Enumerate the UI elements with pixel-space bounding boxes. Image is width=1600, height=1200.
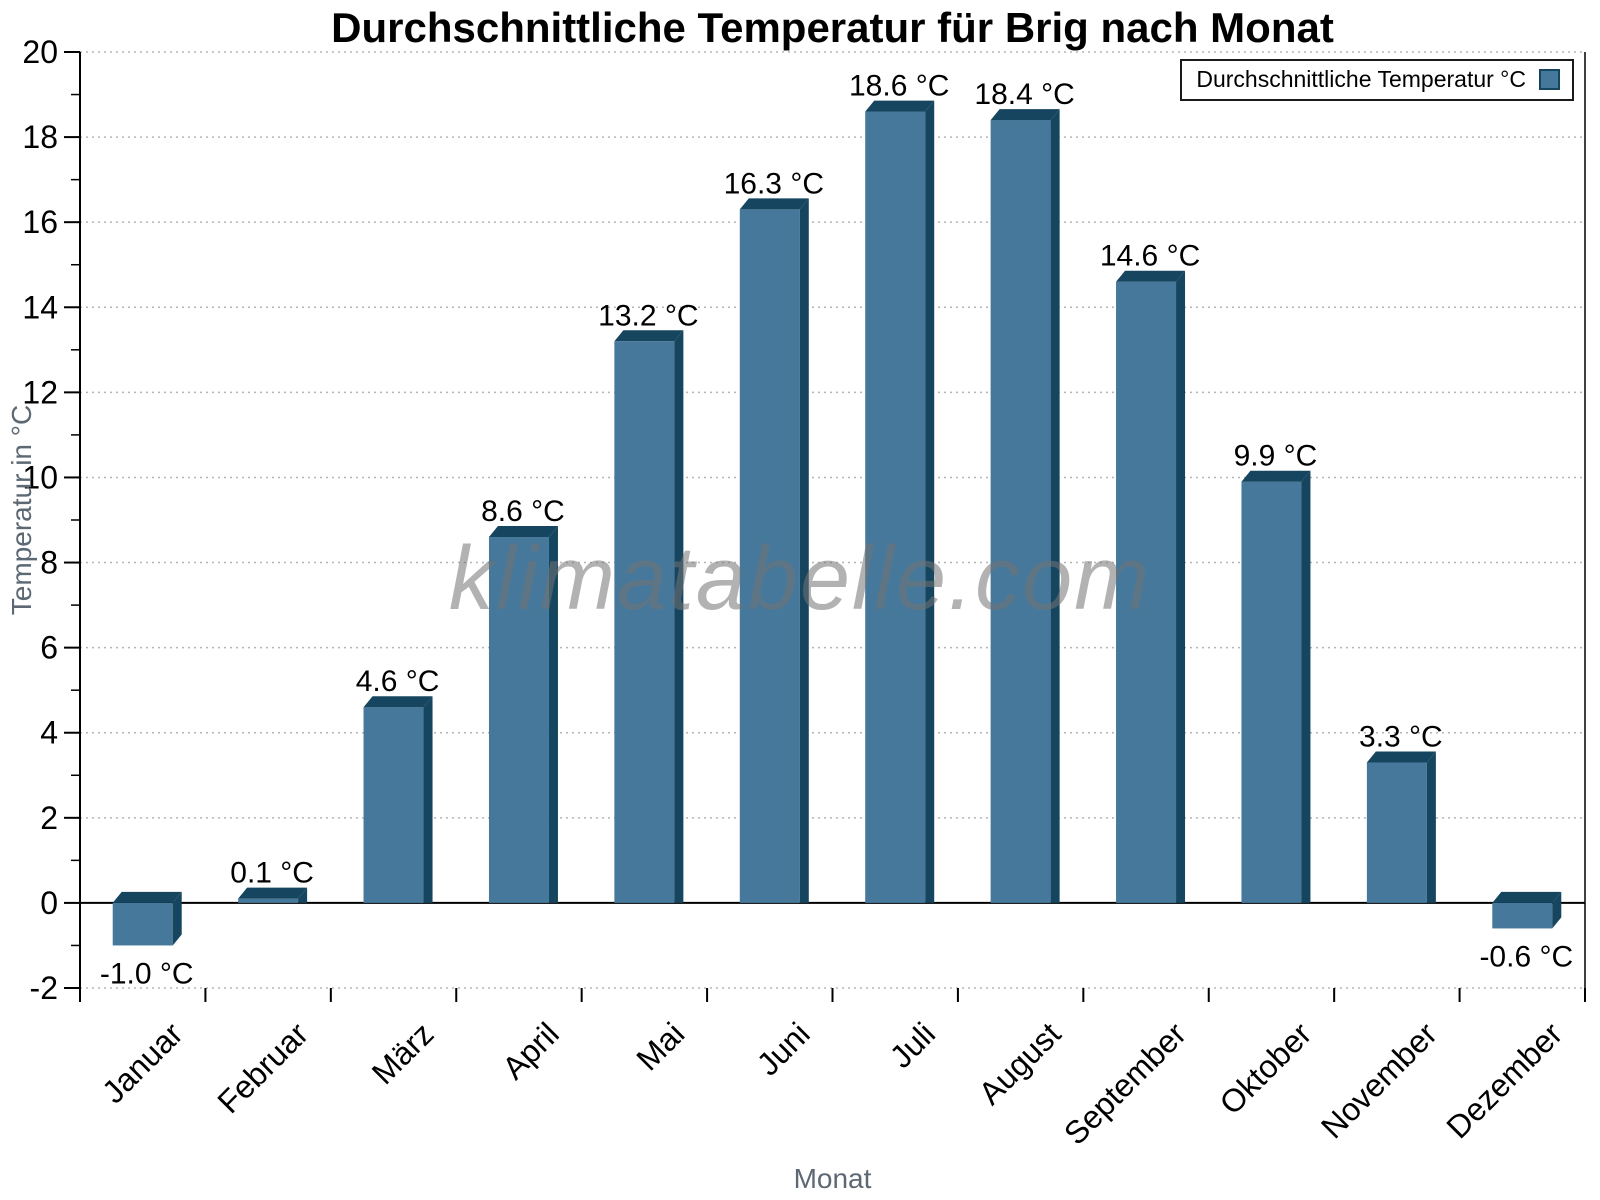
x-tick-label-juli: Juli bbox=[883, 1015, 942, 1074]
bars bbox=[112, 100, 1562, 946]
value-label-august: 18.4 °C bbox=[974, 78, 1074, 111]
y-tick-label: 12 bbox=[22, 374, 58, 410]
bar-top bbox=[1241, 470, 1311, 482]
bar-märz bbox=[363, 696, 433, 903]
value-label-märz: 4.6 °C bbox=[356, 665, 440, 698]
x-tick-label-september: September bbox=[1057, 1015, 1193, 1151]
x-tick-label-april: April bbox=[495, 1015, 566, 1086]
x-tick-label-märz: März bbox=[365, 1015, 441, 1091]
bar-januar bbox=[112, 891, 182, 946]
bar-side bbox=[298, 887, 308, 903]
value-label-november: 3.3 °C bbox=[1359, 721, 1443, 754]
y-tick-label: 14 bbox=[22, 289, 58, 325]
y-tick-label: 10 bbox=[22, 459, 58, 495]
gridlines bbox=[80, 51, 1585, 989]
bar-april bbox=[488, 526, 558, 903]
bar-top bbox=[990, 109, 1060, 121]
value-label-april: 8.6 °C bbox=[481, 495, 565, 528]
bar-side bbox=[799, 198, 809, 903]
bar-front bbox=[865, 111, 926, 903]
value-label-mai: 13.2 °C bbox=[598, 299, 698, 332]
y-tick-label: 0 bbox=[40, 885, 58, 921]
bar-februar bbox=[238, 887, 308, 903]
y-tick-label: 4 bbox=[40, 715, 58, 751]
bar-top bbox=[1366, 751, 1436, 763]
x-tick-label-oktober: Oktober bbox=[1212, 1015, 1318, 1121]
y-tick-label: -2 bbox=[30, 970, 58, 1006]
axes bbox=[79, 52, 1586, 1002]
bar-top bbox=[739, 198, 809, 210]
bar-top bbox=[614, 330, 684, 342]
value-label-februar: 0.1 °C bbox=[230, 857, 314, 890]
bar-front bbox=[363, 707, 424, 903]
bar-front bbox=[1492, 902, 1553, 929]
bar-top bbox=[238, 887, 308, 899]
bar-mai bbox=[614, 330, 684, 903]
bar-september bbox=[1116, 270, 1186, 903]
y-tick-label: 8 bbox=[40, 545, 58, 581]
bar-side bbox=[423, 696, 433, 903]
legend: Durchschnittliche Temperatur °C bbox=[1180, 59, 1574, 101]
bar-side bbox=[1552, 891, 1562, 929]
bar-side bbox=[172, 891, 182, 946]
x-tick-labels: Januar Februar März April Mai Juni Juli AugustS… bbox=[95, 1015, 1569, 1151]
bar-top bbox=[865, 100, 935, 112]
x-tick-label-august: August bbox=[972, 1015, 1068, 1111]
x-tick-label-november: November bbox=[1314, 1015, 1444, 1145]
y-ticks: -2 0 2 4 6 8 10 12 14 16 18 20 bbox=[22, 34, 80, 1006]
bar-oktober bbox=[1241, 470, 1311, 903]
bar-august bbox=[990, 109, 1060, 903]
value-label-juli: 18.6 °C bbox=[849, 70, 949, 103]
x-tick-label-dezember: Dezember bbox=[1439, 1015, 1569, 1145]
bar-juli bbox=[865, 100, 935, 903]
bar-front bbox=[1241, 481, 1302, 903]
y-axis-title: Temperatur in °C bbox=[6, 404, 37, 616]
value-label-dezember: -0.6 °C bbox=[1479, 940, 1573, 973]
x-tick-label-mai: Mai bbox=[629, 1015, 691, 1077]
bar-side bbox=[1426, 751, 1436, 903]
bar-front bbox=[1116, 281, 1177, 903]
bar-november bbox=[1366, 751, 1436, 903]
bar-side bbox=[548, 526, 558, 903]
bar-dezember bbox=[1492, 891, 1562, 929]
y-tick-label: 16 bbox=[22, 204, 58, 240]
bar-front bbox=[990, 120, 1051, 903]
x-tick-label-januar: Januar bbox=[95, 1015, 190, 1110]
bar-front bbox=[488, 537, 549, 903]
value-label-januar: -1.0 °C bbox=[100, 957, 194, 990]
y-tick-label: 2 bbox=[40, 800, 58, 836]
y-tick-label: 20 bbox=[22, 34, 58, 70]
x-tick-label-februar: Februar bbox=[210, 1015, 315, 1120]
x-axis-title: Monat bbox=[793, 1163, 872, 1194]
value-label-juni: 16.3 °C bbox=[724, 167, 824, 200]
bar-side bbox=[1301, 470, 1311, 903]
value-label-oktober: 9.9 °C bbox=[1234, 440, 1318, 473]
bar-front bbox=[614, 341, 675, 903]
bar-top bbox=[1492, 891, 1562, 903]
y-tick-label: 6 bbox=[40, 630, 58, 666]
bar-side bbox=[925, 100, 935, 903]
bar-top bbox=[363, 696, 433, 708]
bar-front bbox=[739, 209, 800, 903]
bar-top bbox=[1116, 270, 1186, 282]
legend-swatch bbox=[1539, 69, 1560, 90]
bar-top bbox=[112, 891, 182, 903]
bar-front bbox=[238, 898, 299, 903]
bar-side bbox=[674, 330, 684, 903]
bar-juni bbox=[739, 198, 809, 903]
value-labels: -1.0 °C 0.1 °C 4.6 °C 8.6 °C 13.2 °C 16.3 °C 1… bbox=[100, 70, 1573, 991]
bar-side bbox=[1176, 270, 1186, 903]
bar-side bbox=[1050, 109, 1060, 903]
legend-label: Durchschnittliche Temperatur °C bbox=[1196, 66, 1526, 92]
bar-front bbox=[1366, 762, 1427, 903]
x-ticks bbox=[79, 988, 1586, 1002]
x-tick-label-juni: Juni bbox=[750, 1015, 817, 1082]
y-tick-label: 18 bbox=[22, 119, 58, 155]
bar-front bbox=[112, 902, 173, 946]
chart-title: Durchschnittliche Temperatur für Brig na… bbox=[331, 4, 1334, 51]
bar-top bbox=[488, 526, 558, 538]
value-label-september: 14.6 °C bbox=[1100, 240, 1200, 273]
